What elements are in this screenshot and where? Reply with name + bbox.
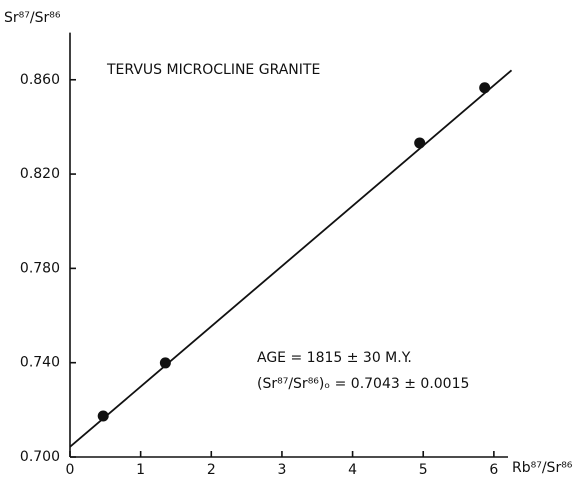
data-point — [97, 410, 109, 422]
x-tick-label: 1 — [136, 462, 145, 478]
x-tick-label: 6 — [489, 462, 498, 478]
annotation: AGE = 1815 ± 30 M.Y. — [257, 350, 412, 366]
x-tick-label: 3 — [277, 462, 286, 478]
y-tick-label: 0.860 — [20, 72, 60, 88]
y-tick-label: 0.820 — [20, 166, 60, 182]
x-tick-label: 5 — [419, 462, 428, 478]
chart-title: TERVUS MICROCLINE GRANITE — [106, 62, 320, 78]
annotation: (Sr⁸⁷/Sr⁸⁶)ₒ = 0.7043 ± 0.0015 — [257, 376, 469, 392]
x-axis-label: Rb⁸⁷/Sr⁸⁶ — [512, 460, 573, 476]
fit-line — [69, 69, 513, 448]
x-tick-label: 4 — [348, 462, 357, 478]
y-tick-label: 0.740 — [20, 355, 60, 371]
y-axis-label: Sr⁸⁷/Sr⁸⁶ — [4, 10, 61, 26]
y-tick-label: 0.780 — [20, 260, 60, 276]
x-tick-label: 2 — [207, 462, 216, 478]
y-tick-label: 0.700 — [20, 449, 60, 465]
x-tick-label: 0 — [66, 462, 75, 478]
data-point — [414, 137, 426, 149]
data-point — [479, 82, 491, 94]
data-point — [159, 357, 171, 369]
